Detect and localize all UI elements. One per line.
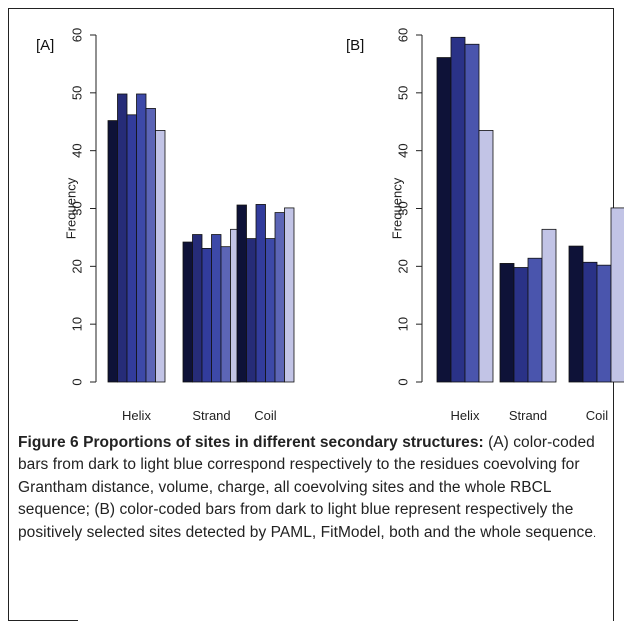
panel-a-category-label: Strand bbox=[192, 408, 230, 423]
panel-b-category-label: Coil bbox=[586, 408, 609, 423]
panel-a-bar bbox=[201, 248, 212, 383]
panel-a-bar bbox=[155, 130, 166, 383]
panel-b-label: [B] bbox=[346, 37, 364, 54]
panel-b-bar bbox=[568, 245, 584, 383]
panel-a-y-axis-label: Frequency bbox=[64, 177, 79, 239]
panel-b-bar bbox=[450, 36, 466, 383]
panel-b-y-tick-label: 20 bbox=[396, 259, 411, 273]
panel-a-bar bbox=[255, 204, 266, 383]
panel-a-bar bbox=[182, 241, 193, 383]
panel-a-y-tick-label: 50 bbox=[70, 86, 85, 100]
panel-a-bar bbox=[265, 238, 276, 383]
panel-b-bar bbox=[527, 257, 543, 383]
panel-b-y-tick-label: 30 bbox=[396, 201, 411, 215]
panel-a-bar bbox=[192, 234, 203, 383]
panel-a-bar bbox=[136, 93, 147, 383]
panel-a-y-tick-label: 60 bbox=[70, 28, 85, 42]
panel-b-bar bbox=[596, 264, 612, 383]
panel-b-y-axis-label: Frequency bbox=[390, 177, 405, 239]
panel-a-y-tick-label: 10 bbox=[70, 317, 85, 331]
panel-a-label: [A] bbox=[36, 37, 54, 54]
panel-a-bar bbox=[220, 246, 231, 383]
panel-a-y-tick-label: 20 bbox=[70, 259, 85, 273]
panel-a-category-label: Helix bbox=[122, 408, 151, 423]
panel-b-bar bbox=[436, 57, 452, 383]
panel-a-bar bbox=[117, 93, 128, 383]
panel-a-y-tick-label: 40 bbox=[70, 143, 85, 157]
figure-caption-end: . bbox=[593, 527, 597, 540]
panel-a-bar bbox=[246, 238, 257, 383]
panel-b-y-tick-label: 40 bbox=[396, 143, 411, 157]
panel-b-bar bbox=[513, 267, 529, 383]
panel-b-y-tick-label: 60 bbox=[396, 28, 411, 42]
panel-a-bar bbox=[284, 207, 295, 383]
panel-b-bar bbox=[541, 228, 557, 383]
panel-a-y-tick-label: 0 bbox=[70, 378, 85, 385]
figure-title: Proportions of sites in different second… bbox=[83, 434, 484, 451]
panel-b-bar bbox=[582, 261, 598, 383]
panel-a-category-label: Coil bbox=[254, 408, 277, 423]
figure-caption-body: (A) color-coded bars from dark to light … bbox=[18, 434, 595, 541]
panel-a-bar bbox=[236, 204, 247, 383]
panel-b-y-tick-label: 50 bbox=[396, 86, 411, 100]
panel-b-bar bbox=[499, 263, 515, 383]
panel-a-bar bbox=[145, 108, 156, 383]
panel-b-category-label: Helix bbox=[451, 408, 480, 423]
figure-caption: Figure 6 Proportions of sites in differe… bbox=[18, 432, 610, 545]
panel-a-bar bbox=[126, 114, 137, 383]
panel-b-bar bbox=[610, 207, 624, 383]
panel-a-bar bbox=[107, 120, 118, 383]
figure-charts: [A] 0 10 20 30 40 50 60 Frequency Helix Strand Coil… bbox=[36, 28, 624, 423]
panel-a-bar bbox=[211, 234, 222, 383]
figure-label: Figure 6 bbox=[18, 434, 79, 451]
panel-a-y-tick-label: 30 bbox=[70, 201, 85, 215]
panel-b-category-label: Strand bbox=[509, 408, 547, 423]
panel-b-y-tick-label: 10 bbox=[396, 317, 411, 331]
panel-b-bar bbox=[478, 130, 494, 383]
panel-b-y-tick-label: 0 bbox=[396, 378, 411, 385]
bottom-rule bbox=[8, 620, 78, 621]
panel-b-bar bbox=[464, 43, 480, 383]
panel-a-bar bbox=[274, 212, 285, 383]
